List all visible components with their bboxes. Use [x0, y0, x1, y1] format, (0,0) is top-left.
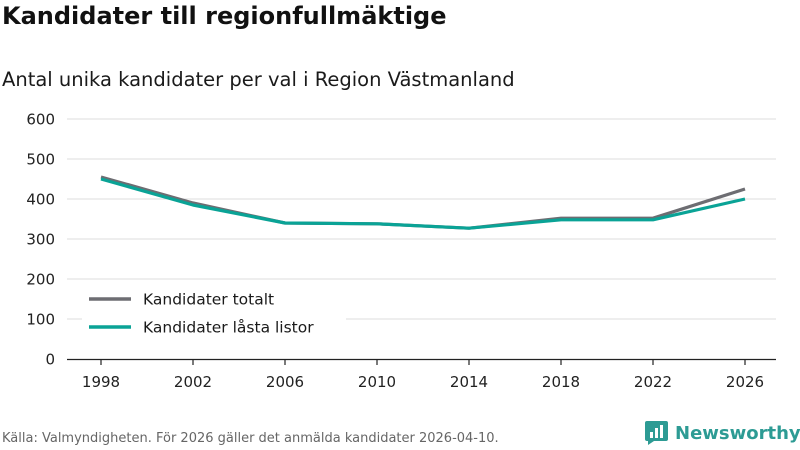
- x-tick-labels: 1998 2002 2006 2010 2014 2018 2022 2026: [82, 373, 764, 391]
- series-line-kandidater-l-sta-listor: [100, 177, 746, 230]
- x-axis-ticks: [100, 359, 746, 365]
- legend-label: Kandidater låsta listor: [143, 319, 314, 337]
- x-tick-label: 2010: [358, 373, 396, 391]
- x-tick-label: 2006: [266, 373, 304, 391]
- y-tick-labels: 0 100 200 300 400 500 600: [26, 111, 55, 369]
- legend-label: Kandidater totalt: [143, 291, 274, 309]
- y-tick-label: 0: [45, 351, 55, 369]
- newsworthy-logo-icon: [645, 421, 668, 445]
- y-tick-label: 100: [26, 311, 55, 329]
- x-tick-label: 2018: [542, 373, 580, 391]
- gridlines: [67, 118, 776, 320]
- x-tick-label: 2002: [174, 373, 212, 391]
- y-tick-label: 200: [26, 271, 55, 289]
- chart-title: Kandidater till regionfullmäktige: [2, 2, 447, 30]
- y-tick-label: 300: [26, 231, 55, 249]
- newsworthy-logo: Newsworthy: [644, 420, 800, 446]
- newsworthy-logo-text: Newsworthy: [675, 422, 800, 444]
- chart-subtitle: Antal unika kandidater per val i Region …: [2, 68, 515, 91]
- series-lines: [100, 175, 746, 230]
- x-tick-label: 1998: [82, 373, 120, 391]
- x-tick-label: 2026: [726, 373, 764, 391]
- y-tick-label: 600: [26, 111, 55, 129]
- x-tick-label: 2014: [450, 373, 488, 391]
- legend: Kandidater totalt Kandidater låsta listor: [82, 286, 346, 342]
- source-note: Källa: Valmyndigheten. För 2026 gäller d…: [2, 431, 499, 446]
- x-tick-label: 2022: [634, 373, 672, 391]
- y-tick-label: 400: [26, 191, 55, 209]
- y-tick-label: 500: [26, 151, 55, 169]
- legend-background: [82, 286, 346, 342]
